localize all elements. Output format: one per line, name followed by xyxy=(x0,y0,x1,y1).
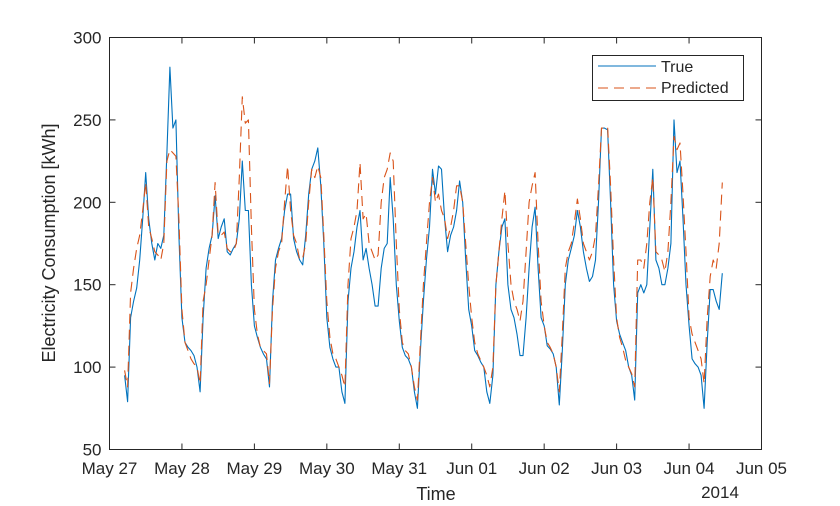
series-layer xyxy=(124,66,723,409)
x-tick-label: May 30 xyxy=(299,459,355,478)
legend-predicted-label: Predicted xyxy=(661,80,729,97)
plot-area xyxy=(109,37,762,450)
legend: True Predicted xyxy=(592,55,744,101)
legend-box xyxy=(592,55,744,101)
x-tick-label: Jun 05 xyxy=(736,459,787,478)
axes-box xyxy=(109,37,762,450)
x-tick-label: May 31 xyxy=(371,459,427,478)
legend-true-label: True xyxy=(661,59,693,76)
y-tick-label: 300 xyxy=(73,29,101,48)
y-tick-label: 200 xyxy=(73,193,101,212)
x-tick-label: Jun 04 xyxy=(664,459,715,478)
series-line-true xyxy=(124,66,723,409)
x-axis-year-label: 2014 xyxy=(701,483,739,502)
y-tick-label: 50 xyxy=(83,441,102,460)
series-line-predicted xyxy=(124,96,723,401)
x-tick-label: Jun 02 xyxy=(519,459,570,478)
x-tick-label: May 29 xyxy=(227,459,283,478)
y-tick-label: 100 xyxy=(73,358,101,377)
x-tick-label: May 28 xyxy=(154,459,210,478)
y-tick-label: 250 xyxy=(73,111,101,130)
x-tick-label: Jun 01 xyxy=(446,459,497,478)
y-tick-label: 150 xyxy=(73,276,101,295)
x-tick-label: May 27 xyxy=(82,459,138,478)
x-axis: May 27 May 28 May 29 May 30 May 31 Jun 01 Jun … xyxy=(82,37,787,478)
y-axis: 50 100 150 200 250 300 xyxy=(73,29,762,460)
x-tick-label: Jun 03 xyxy=(591,459,642,478)
x-axis-label: Time xyxy=(416,484,455,504)
y-axis-label: Electricity Consumption [kWh] xyxy=(39,123,59,362)
